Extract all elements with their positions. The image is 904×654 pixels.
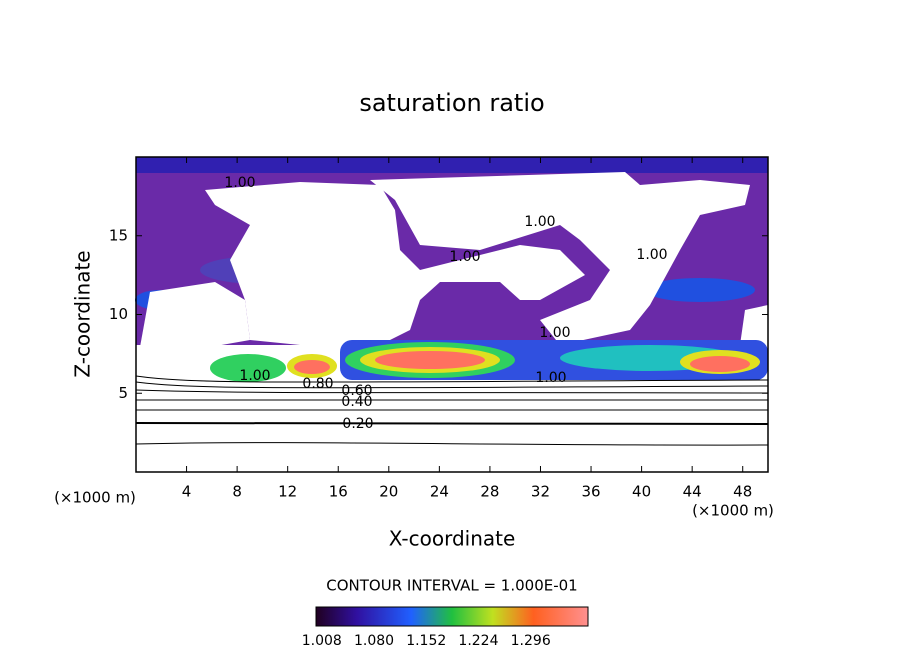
colorbar-label: 1.224	[458, 633, 498, 649]
x-tick-label: 44	[683, 483, 702, 501]
contour-label: 1.00	[535, 370, 566, 386]
x-tick-label: 40	[632, 483, 651, 501]
x-tick-label: 36	[581, 483, 600, 501]
y-tick-label: 5	[118, 384, 128, 402]
x-tick-label: 28	[480, 483, 499, 501]
colorbar-label: 1.080	[354, 633, 394, 649]
contour-label: 1.00	[524, 214, 555, 230]
x-axis-label: X-coordinate	[389, 527, 516, 551]
contour-label: 0.60	[341, 383, 372, 399]
y-tick-label: 10	[109, 305, 128, 323]
colorbar	[315, 606, 589, 627]
contour-label: 1.00	[224, 175, 255, 191]
contour-label: 0.80	[302, 376, 333, 392]
y-axis-label: Z-coordinate	[71, 250, 95, 377]
x-tick-label: 4	[182, 483, 192, 501]
colorbar-label: 1.152	[406, 633, 446, 649]
x-unit: (×1000 m)	[54, 489, 136, 507]
x-unit: (×1000 m)	[692, 502, 774, 520]
y-tick-label: 15	[109, 226, 128, 244]
contour-label: 1.00	[239, 368, 270, 384]
field	[135, 157, 769, 472]
x-tick-label: 24	[430, 483, 449, 501]
colorbar-label: 1.008	[302, 633, 342, 649]
contour-interval: CONTOUR INTERVAL = 1.000E-01	[326, 577, 577, 595]
x-tick-label: 48	[733, 483, 752, 501]
contour-label: 0.40	[341, 394, 372, 410]
contour-label: 1.00	[449, 249, 480, 265]
contour-label: 0.20	[342, 416, 373, 432]
x-tick-label: 16	[329, 483, 348, 501]
x-tick-label: 8	[232, 483, 242, 501]
x-tick-label: 12	[278, 483, 297, 501]
colorbar-label: 1.296	[511, 633, 551, 649]
contour-label: 1.00	[539, 325, 570, 341]
chart-title: saturation ratio	[359, 89, 544, 117]
x-tick-label: 32	[531, 483, 550, 501]
x-tick-label: 20	[379, 483, 398, 501]
contour-label: 1.00	[636, 247, 667, 263]
